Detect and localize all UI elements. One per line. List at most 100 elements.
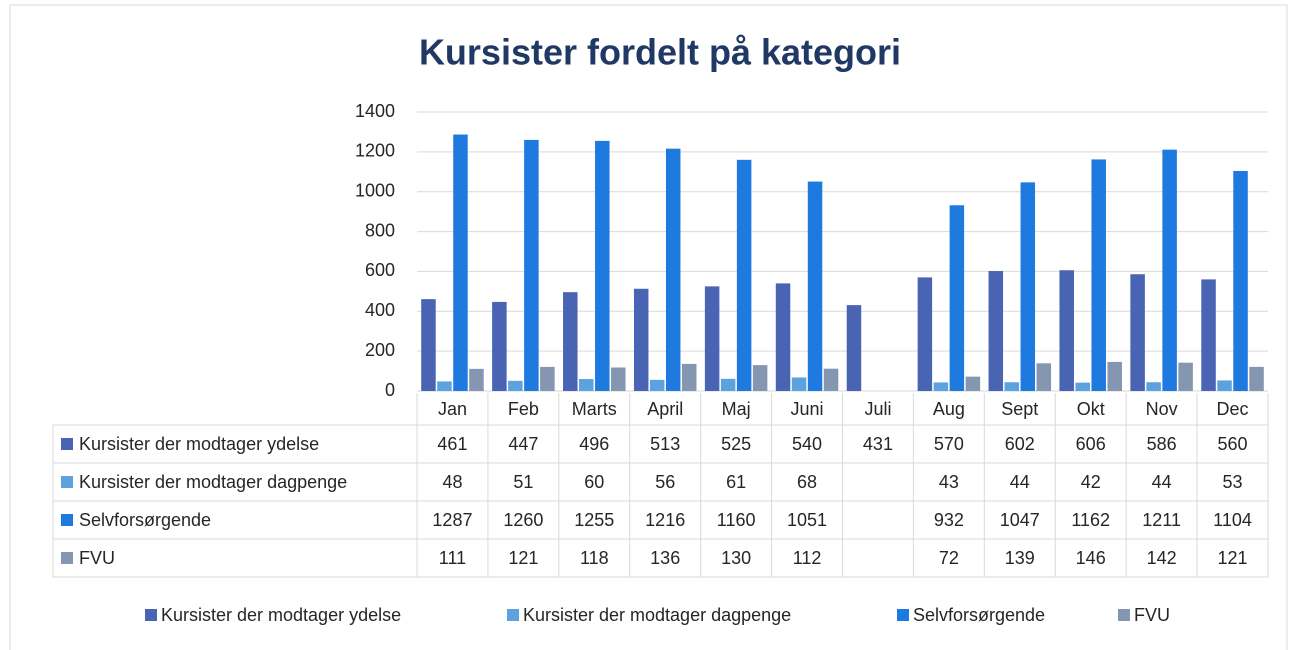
y-tick-label: 1400	[355, 101, 395, 121]
x-tick-label: Jan	[438, 399, 467, 419]
table-cell: 1047	[1000, 510, 1040, 530]
bar	[1146, 382, 1161, 391]
bar	[524, 139, 539, 391]
y-tick-label: 0	[385, 380, 395, 400]
table-cell: 461	[437, 434, 467, 454]
bar	[807, 181, 823, 391]
table-cell: 932	[934, 510, 964, 530]
chart-title: Kursister fordelt på kategori	[419, 32, 901, 73]
legend-key	[897, 609, 909, 621]
bar	[775, 283, 791, 391]
bar	[1217, 380, 1232, 391]
legend-key	[145, 609, 157, 621]
bar	[736, 159, 752, 391]
bar	[1178, 362, 1193, 391]
table-cell: 1287	[432, 510, 472, 530]
legend-label: Selvforsørgende	[913, 605, 1045, 625]
legend-label: Kursister der modtager dagpenge	[523, 605, 791, 625]
table-cell: 111	[439, 548, 466, 568]
bar	[720, 378, 736, 391]
table-cell: 60	[584, 472, 604, 492]
table-cell: 44	[1010, 472, 1030, 492]
table-cell: 431	[863, 434, 893, 454]
x-tick-label: Okt	[1077, 399, 1105, 419]
x-tick-label: Aug	[933, 399, 965, 419]
bar	[704, 286, 720, 391]
table-cell: 602	[1005, 434, 1035, 454]
x-tick-label: Marts	[572, 399, 617, 419]
table-cell: 1162	[1071, 510, 1110, 530]
bar	[665, 148, 681, 391]
table-cell: 112	[793, 548, 822, 568]
bar	[1075, 382, 1090, 391]
bar	[579, 379, 594, 391]
legend-key	[507, 609, 519, 621]
x-tick-label: Nov	[1146, 399, 1178, 419]
bar	[988, 271, 1004, 391]
bar	[917, 277, 933, 391]
table-cell: 540	[792, 434, 822, 454]
bar	[823, 368, 839, 391]
table-legend-key	[61, 438, 73, 450]
legend-label: FVU	[1134, 605, 1170, 625]
table-row-label: Selvforsørgende	[79, 510, 211, 530]
table-cell: 61	[726, 472, 746, 492]
table-cell: 1216	[645, 510, 685, 530]
table-cell: 48	[442, 472, 462, 492]
bar	[949, 205, 965, 391]
bar	[540, 366, 555, 391]
table-cell: 586	[1147, 434, 1177, 454]
table-cell: 513	[650, 434, 680, 454]
table-cell: 121	[508, 548, 538, 568]
bar	[1004, 382, 1020, 391]
table-cell: 53	[1223, 472, 1243, 492]
x-tick-label: Maj	[722, 399, 751, 419]
bar	[1162, 149, 1177, 391]
table-cell: 1051	[787, 510, 827, 530]
bar	[846, 305, 862, 391]
table-cell: 1255	[574, 510, 614, 530]
x-tick-label: Dec	[1217, 399, 1249, 419]
bar	[563, 292, 578, 391]
x-tick-label: Sept	[1001, 399, 1038, 419]
bar	[649, 379, 665, 391]
table-cell: 142	[1147, 548, 1177, 568]
table-cell: 560	[1218, 434, 1248, 454]
bar	[1036, 363, 1052, 391]
table-cell: 1211	[1142, 510, 1181, 530]
bar	[1130, 274, 1145, 391]
table-row-label: Kursister der modtager ydelse	[79, 434, 319, 454]
table-cell: 146	[1076, 548, 1106, 568]
y-tick-label: 600	[365, 260, 395, 280]
bar	[453, 134, 468, 391]
table-legend-key	[61, 514, 73, 526]
bar	[1201, 279, 1216, 391]
y-tick-label: 400	[365, 300, 395, 320]
table-cell: 136	[650, 548, 680, 568]
legend-label: Kursister der modtager ydelse	[161, 605, 401, 625]
bar	[1107, 361, 1122, 391]
bar	[508, 380, 523, 391]
table-legend-key	[61, 476, 73, 488]
table-cell: 43	[939, 472, 959, 492]
table-cell: 51	[513, 472, 533, 492]
legend-key	[1118, 609, 1130, 621]
bar	[791, 377, 807, 391]
table-row-label: Kursister der modtager dagpenge	[79, 472, 347, 492]
table-row-label: FVU	[79, 548, 115, 568]
table-cell: 42	[1081, 472, 1101, 492]
bar	[1233, 170, 1248, 391]
table-cell: 1260	[503, 510, 543, 530]
bar	[681, 363, 697, 391]
table-cell: 118	[580, 548, 609, 568]
y-tick-label: 1200	[355, 141, 395, 161]
bar	[1249, 366, 1264, 391]
bar	[1020, 182, 1036, 391]
table-cell: 121	[1218, 548, 1248, 568]
table-cell: 68	[797, 472, 817, 492]
bar	[1059, 270, 1074, 391]
table-cell: 570	[934, 434, 964, 454]
x-tick-label: April	[647, 399, 683, 419]
